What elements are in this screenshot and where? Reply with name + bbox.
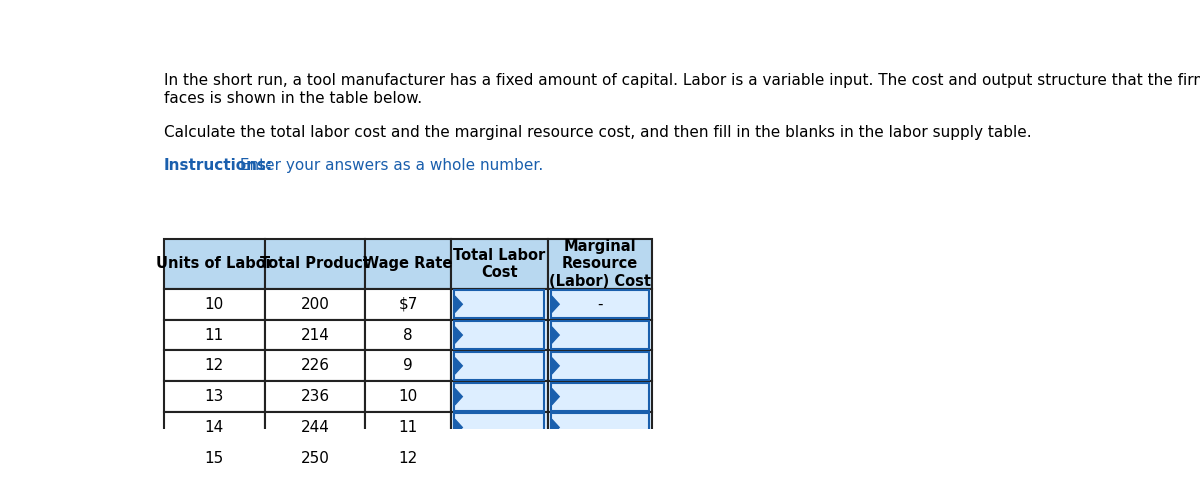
Polygon shape (552, 296, 559, 312)
Bar (164, 443, 265, 474)
Bar (451, 350, 547, 381)
Bar (366, 239, 451, 289)
Text: Units of Labor: Units of Labor (156, 256, 272, 271)
Bar (547, 239, 653, 289)
Text: Calculate the total labor cost and the marginal resource cost, and then fill in : Calculate the total labor cost and the m… (164, 125, 1032, 140)
Bar (454, 414, 545, 442)
Bar (164, 350, 265, 381)
Text: Total Product: Total Product (260, 256, 370, 271)
Polygon shape (552, 450, 559, 467)
Bar (451, 381, 547, 412)
Text: 11: 11 (398, 420, 418, 435)
Bar (551, 444, 649, 472)
Bar (164, 412, 265, 443)
Text: 214: 214 (301, 328, 330, 343)
Bar (164, 289, 265, 320)
Bar (551, 352, 649, 380)
Text: faces is shown in the table below.: faces is shown in the table below. (164, 91, 422, 106)
Bar (164, 239, 265, 289)
Text: 12: 12 (205, 358, 224, 374)
Text: 244: 244 (301, 420, 330, 435)
Polygon shape (455, 327, 462, 343)
Text: 8: 8 (403, 328, 413, 343)
Bar (366, 350, 451, 381)
Text: 250: 250 (301, 451, 330, 466)
Polygon shape (455, 450, 462, 467)
Polygon shape (455, 419, 462, 436)
Bar (547, 443, 653, 474)
Text: Marginal
Resource
(Labor) Cost: Marginal Resource (Labor) Cost (548, 239, 650, 289)
Bar (265, 381, 366, 412)
Bar (366, 412, 451, 443)
Bar (547, 350, 653, 381)
Bar (451, 239, 547, 289)
Bar (454, 444, 545, 472)
Text: In the short run, a tool manufacturer has a fixed amount of capital. Labor is a : In the short run, a tool manufacturer ha… (164, 73, 1200, 88)
Text: 11: 11 (205, 328, 224, 343)
Bar (366, 320, 451, 350)
Text: 236: 236 (300, 389, 330, 404)
Polygon shape (552, 388, 559, 405)
Bar (454, 352, 545, 380)
Text: 15: 15 (205, 451, 224, 466)
Bar (366, 381, 451, 412)
Polygon shape (455, 296, 462, 312)
Bar (265, 412, 366, 443)
Bar (164, 320, 265, 350)
Bar (366, 443, 451, 474)
Bar (451, 443, 547, 474)
Bar (454, 290, 545, 318)
Bar (265, 320, 366, 350)
Text: 13: 13 (205, 389, 224, 404)
Bar (265, 289, 366, 320)
Bar (265, 350, 366, 381)
Polygon shape (455, 388, 462, 405)
Text: Wage Rate: Wage Rate (364, 256, 452, 271)
Bar (454, 321, 545, 349)
Bar (164, 381, 265, 412)
Polygon shape (552, 358, 559, 374)
Text: 10: 10 (205, 297, 224, 312)
Bar (265, 443, 366, 474)
Text: -: - (598, 297, 602, 312)
Polygon shape (552, 419, 559, 436)
Bar (547, 320, 653, 350)
Bar (451, 412, 547, 443)
Bar (366, 289, 451, 320)
Text: Instructions:: Instructions: (164, 158, 274, 173)
Bar (451, 320, 547, 350)
Text: Total Labor
Cost: Total Labor Cost (454, 248, 545, 280)
Bar (551, 290, 649, 318)
Text: 10: 10 (398, 389, 418, 404)
Bar (451, 289, 547, 320)
Bar (551, 414, 649, 442)
Bar (551, 321, 649, 349)
Bar (454, 383, 545, 411)
Text: 12: 12 (398, 451, 418, 466)
Text: Enter your answers as a whole number.: Enter your answers as a whole number. (235, 158, 542, 173)
Text: 200: 200 (301, 297, 330, 312)
Text: 9: 9 (403, 358, 413, 374)
Bar (265, 239, 366, 289)
Bar (547, 412, 653, 443)
Bar (547, 381, 653, 412)
Text: $7: $7 (398, 297, 418, 312)
Bar (547, 289, 653, 320)
Text: 226: 226 (300, 358, 330, 374)
Polygon shape (455, 358, 462, 374)
Text: 14: 14 (205, 420, 224, 435)
Polygon shape (552, 327, 559, 343)
Bar (551, 383, 649, 411)
